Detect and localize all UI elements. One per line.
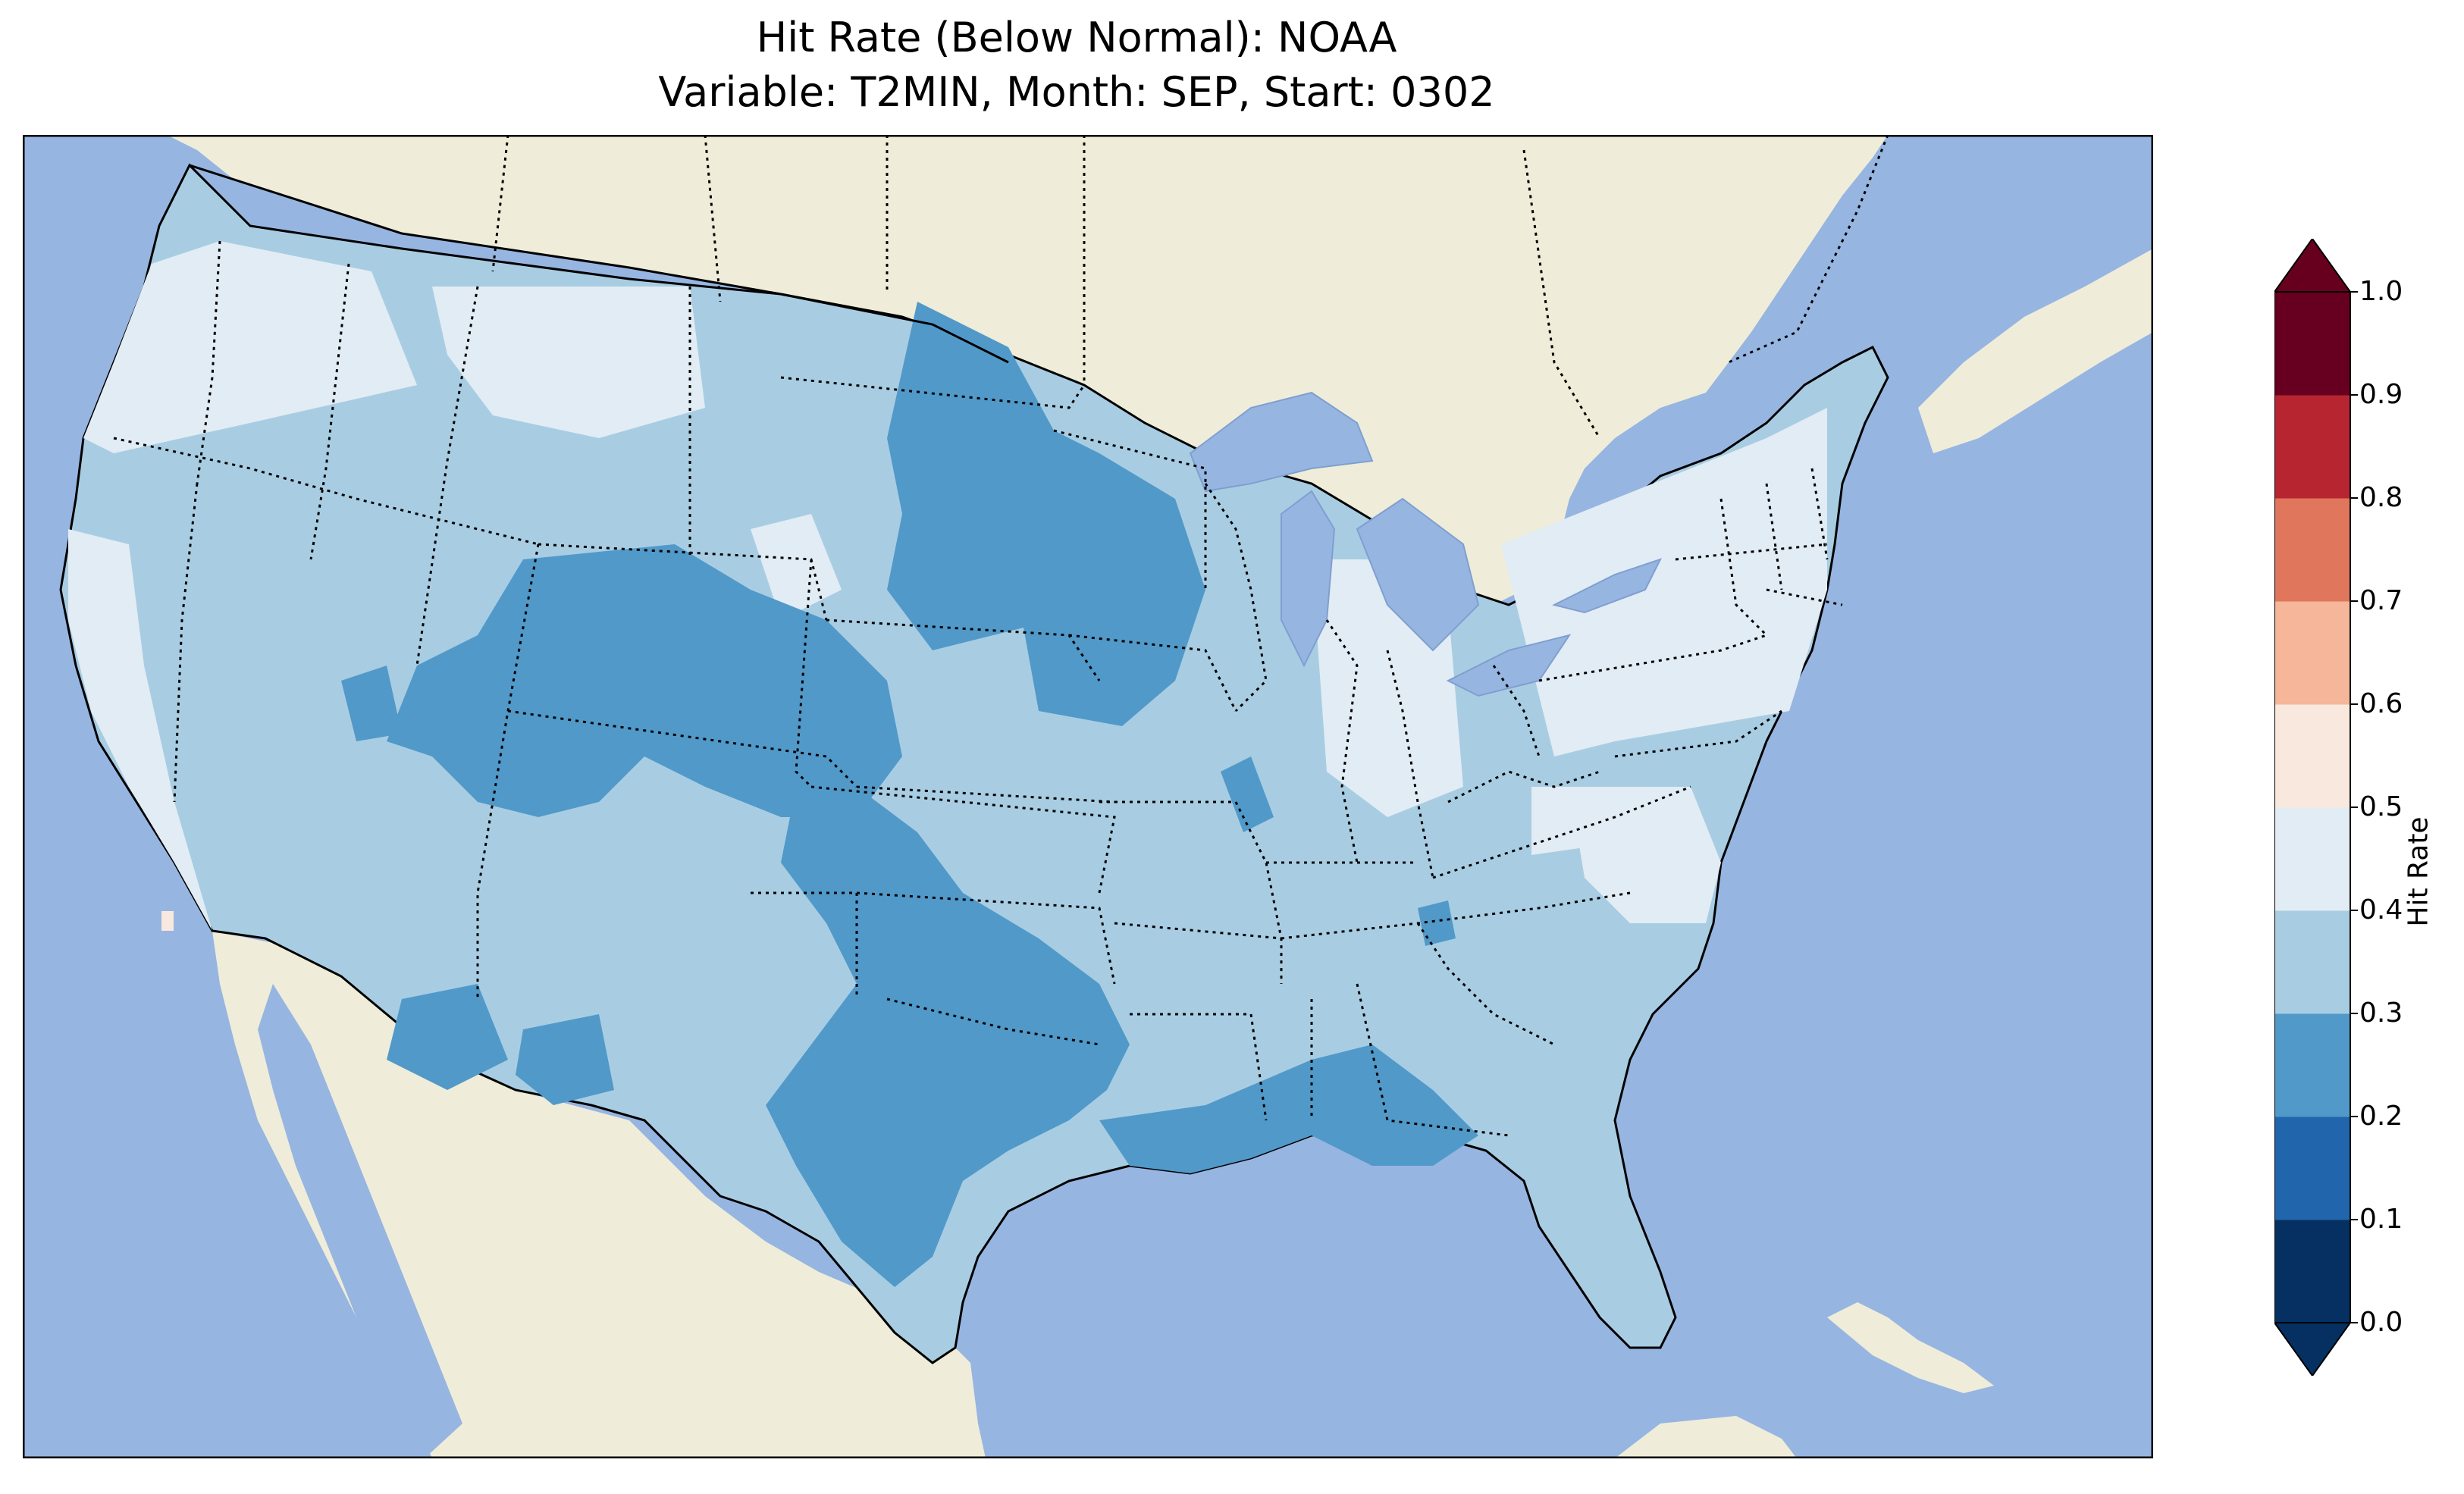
- cuba-land: [1827, 1302, 1994, 1393]
- colorbar: [2274, 239, 2352, 1376]
- colorbar-tick-mark: [2350, 600, 2358, 602]
- map-subtitle: Variable: T2MIN, Month: SEP, Start: 0302: [658, 68, 1495, 116]
- gulf-of-california: [258, 984, 462, 1458]
- hit-rate-0.2-0.3-regions: [341, 302, 1478, 1287]
- colorbar-tick-mark: [2350, 910, 2358, 911]
- colorbar-over-arrow: [2274, 239, 2352, 293]
- hit-rate-map: [23, 135, 2153, 1458]
- yucatan-land: [1615, 1416, 1797, 1458]
- hit-rate-0.4-0.5-regions: [68, 241, 1827, 931]
- colorbar-tick-label: 0.0: [2359, 1307, 2403, 1338]
- colorbar-tick-label: 1.0: [2359, 276, 2403, 307]
- colorbar-bin: [2274, 1220, 2350, 1323]
- colorbar-tick-mark: [2350, 394, 2358, 396]
- colorbar-tick-label: 0.3: [2359, 998, 2403, 1029]
- colorbar-bin: [2274, 498, 2350, 602]
- colorbar-tick-mark: [2350, 1322, 2358, 1323]
- colorbar-tick-label: 0.7: [2359, 585, 2403, 616]
- colorbar-tick-mark: [2350, 1219, 2358, 1220]
- colorbar-tick-mark: [2350, 291, 2358, 293]
- great-lakes: [1189, 391, 1662, 697]
- colorbar-bin: [2274, 704, 2350, 808]
- colorbar-bin: [2274, 395, 2350, 499]
- colorbar-under-arrow: [2274, 1322, 2352, 1376]
- us-canada-border: [189, 164, 1009, 364]
- colorbar-bin: [2274, 292, 2350, 396]
- colorbar-tick-mark: [2350, 703, 2358, 705]
- colorbar-tick-label: 0.6: [2359, 688, 2403, 719]
- colorbar-bin: [2274, 910, 2350, 1014]
- nova-scotia-land: [1918, 249, 2153, 453]
- colorbar-tick-mark: [2350, 497, 2358, 499]
- colorbar-tick-label: 0.9: [2359, 379, 2403, 410]
- colorbar-bin: [2274, 807, 2350, 911]
- colorbar-label: Hit Rate: [2403, 816, 2434, 927]
- colorbar-tick-label: 0.8: [2359, 482, 2403, 513]
- colorbar-tick-label: 0.5: [2359, 791, 2403, 822]
- colorbar-tick-label: 0.1: [2359, 1204, 2403, 1235]
- map-frame: [23, 135, 2153, 1458]
- colorbar-bin: [2274, 1117, 2350, 1220]
- colorbar-tick-mark: [2350, 1116, 2358, 1117]
- colorbar-bin: [2274, 1013, 2350, 1117]
- colorbar-tick-label: 0.2: [2359, 1101, 2403, 1132]
- map-title: Hit Rate (Below Normal): NOAA: [756, 14, 1397, 61]
- state-borders: [113, 135, 1889, 1137]
- colorbar-tick-mark: [2350, 1013, 2358, 1014]
- colorbar-tick-label: 0.4: [2359, 894, 2403, 926]
- colorbar-bin: [2274, 601, 2350, 705]
- colorbar-tick-mark: [2350, 807, 2358, 808]
- hit-rate-0.5-0.6-cell: [161, 911, 174, 931]
